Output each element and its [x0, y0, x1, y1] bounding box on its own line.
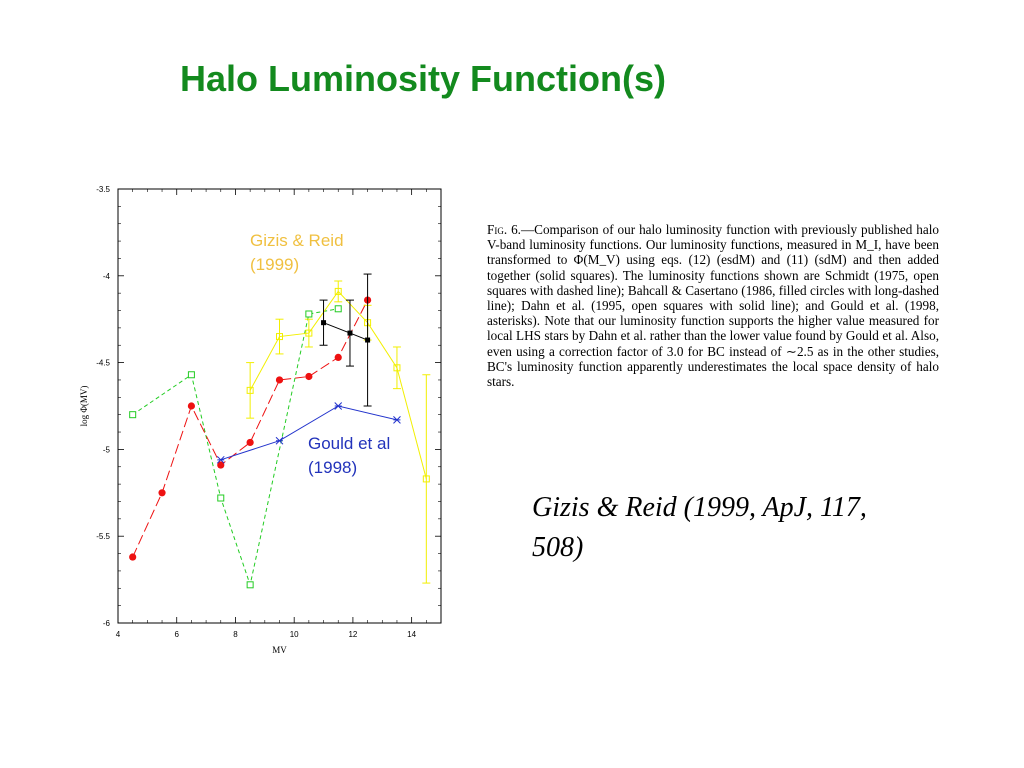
schmidt-series-line	[132, 308, 339, 587]
x-axis-label: MV	[272, 645, 287, 655]
bahcall-point	[187, 402, 196, 410]
schmidt-point	[129, 411, 137, 419]
schmidt-point	[305, 310, 313, 318]
y-tick-label: -4	[103, 272, 111, 281]
dahn-point	[393, 364, 401, 372]
gould-point	[216, 455, 225, 464]
citation: Gizis & Reid (1999, ApJ, 117, 508)	[532, 492, 867, 563]
y-tick-label: -5	[103, 445, 111, 454]
y-axis-label: log Φ(MV)	[79, 386, 89, 427]
schmidt-point	[187, 371, 195, 379]
schmidt-point	[246, 581, 254, 589]
annotation-gould-year: (1998)	[308, 458, 357, 477]
bahcall-point	[158, 489, 166, 497]
dahn-point	[305, 329, 313, 337]
bahcall-point	[275, 376, 284, 384]
x-tick-label: 8	[233, 630, 238, 639]
y-tick-label: -3.5	[96, 185, 110, 194]
y-tick-label: -5.5	[96, 532, 110, 541]
dahn-point	[334, 287, 342, 295]
x-tick-label: 12	[348, 630, 357, 639]
dahn-series-line	[249, 290, 427, 480]
x-tick-label: 10	[290, 630, 299, 639]
annotation-gizis-reid: Gizis & Reid	[250, 231, 344, 250]
luminosity-function-chart: 4 6 8 10 12 14 -3.5 -4 -4.5 -5 -5.5 -6 MV log Φ(MV) Gi…	[74, 180, 454, 660]
chart-svg: 4 6 8 10 12 14 -3.5 -4 -4.5 -5 -5.5 -6 MV log Φ(MV) Gi…	[79, 185, 442, 655]
gizis-point	[321, 320, 327, 326]
bahcall-point	[246, 438, 254, 447]
slide-title: Halo Luminosity Function(s)	[180, 58, 666, 99]
gould-point	[334, 402, 343, 410]
schmidt-point	[217, 494, 225, 502]
bahcall-series-line	[132, 299, 369, 558]
dahn-point	[422, 475, 430, 483]
bahcall-point	[305, 372, 313, 381]
dahn-point	[246, 386, 254, 394]
gould-series-line	[220, 405, 398, 461]
x-tick-label: 14	[407, 630, 416, 639]
bahcall-point	[334, 353, 342, 361]
x-tick-label: 4	[116, 630, 121, 639]
annotation-gould: Gould et al	[308, 434, 390, 453]
caption-lead: Fig. 6.	[487, 222, 521, 237]
bahcall-point	[129, 553, 137, 561]
gizis-point	[347, 330, 353, 336]
gizis-series-line	[323, 322, 368, 341]
y-tick-label: -6	[103, 619, 111, 628]
dahn-point	[276, 333, 283, 341]
bahcall-point	[217, 461, 225, 469]
schmidt-point	[334, 305, 342, 313]
caption-text: —Comparison of our halo luminosity funct…	[487, 222, 939, 390]
x-tick-label: 6	[175, 630, 180, 639]
annotation-gizis-reid-year: (1999)	[250, 255, 299, 274]
y-tick-label: -4.5	[96, 359, 110, 368]
gizis-point	[365, 337, 371, 343]
gould-point	[393, 416, 401, 424]
figure-caption: Fig. 6.—Comparison of our halo luminosit…	[487, 222, 939, 389]
gould-point	[275, 436, 284, 445]
